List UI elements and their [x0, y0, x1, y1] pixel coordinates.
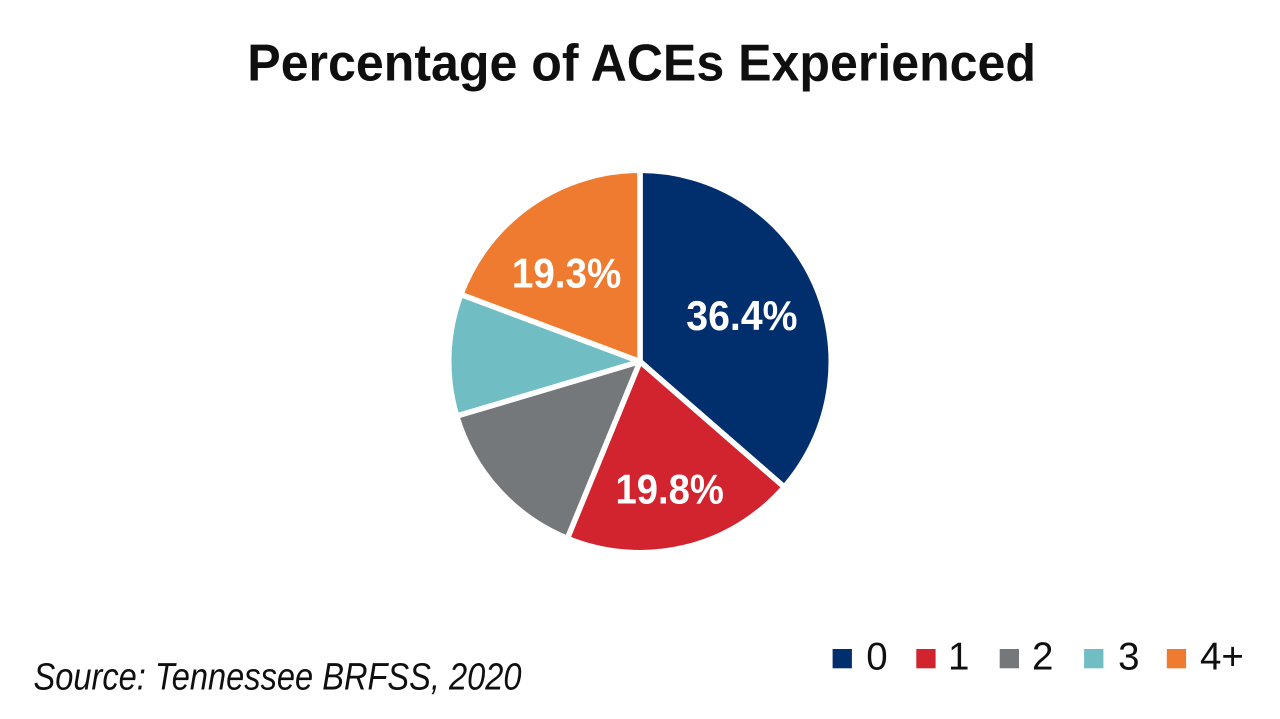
- svg-text:19.3%: 19.3%: [512, 250, 621, 297]
- svg-text:Percentage of ACEs Experienced: Percentage of ACEs Experienced: [247, 35, 1036, 93]
- svg-text:3: 3: [1118, 636, 1139, 679]
- svg-text:0: 0: [866, 636, 887, 679]
- svg-text:4+: 4+: [1200, 636, 1244, 679]
- svg-text:36.4%: 36.4%: [686, 292, 797, 339]
- svg-text:1: 1: [948, 636, 969, 679]
- svg-text:2: 2: [1032, 636, 1053, 679]
- svg-text:Source: Tennessee BRFSS, 2020: Source: Tennessee BRFSS, 2020: [34, 657, 522, 699]
- svg-text:19.8%: 19.8%: [616, 466, 724, 513]
